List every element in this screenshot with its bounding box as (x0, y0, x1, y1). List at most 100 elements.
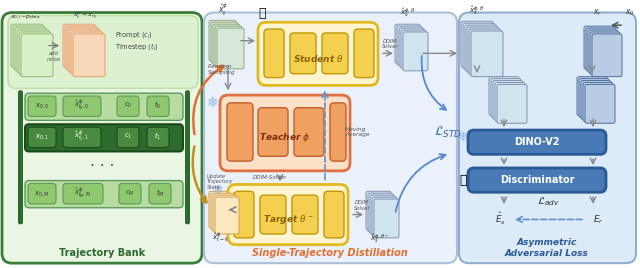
FancyBboxPatch shape (294, 108, 324, 156)
FancyBboxPatch shape (67, 28, 99, 71)
FancyBboxPatch shape (17, 30, 49, 73)
FancyBboxPatch shape (577, 77, 607, 116)
FancyBboxPatch shape (471, 31, 503, 77)
FancyBboxPatch shape (25, 181, 183, 208)
FancyBboxPatch shape (209, 20, 236, 61)
FancyBboxPatch shape (217, 28, 244, 69)
Text: $t_0$: $t_0$ (154, 100, 161, 111)
FancyBboxPatch shape (497, 84, 527, 123)
FancyBboxPatch shape (11, 24, 43, 67)
FancyBboxPatch shape (468, 168, 606, 192)
Text: Random
Sampling: Random Sampling (208, 64, 236, 75)
FancyBboxPatch shape (461, 21, 493, 67)
Text: $\hat{x}_s^{\phi,\theta}$: $\hat{x}_s^{\phi,\theta}$ (469, 5, 484, 18)
FancyBboxPatch shape (117, 127, 139, 148)
FancyBboxPatch shape (290, 33, 316, 74)
FancyBboxPatch shape (13, 26, 45, 69)
FancyBboxPatch shape (372, 197, 397, 236)
FancyBboxPatch shape (63, 96, 101, 117)
Text: $\hat{x}_{t_0,0}^\phi$: $\hat{x}_{t_0,0}^\phi$ (74, 98, 90, 113)
Text: $x_r$: $x_r$ (593, 8, 603, 18)
FancyBboxPatch shape (469, 29, 501, 75)
Text: $\hat{x}_s^{\phi,\theta^-}$: $\hat{x}_s^{\phi,\theta^-}$ (370, 233, 388, 246)
FancyBboxPatch shape (322, 33, 348, 74)
Text: DDIM
Solver: DDIM Solver (354, 200, 371, 211)
FancyBboxPatch shape (581, 81, 611, 119)
Text: ❄: ❄ (212, 184, 223, 197)
FancyBboxPatch shape (395, 24, 420, 63)
FancyBboxPatch shape (368, 193, 393, 232)
Text: $\mathcal{L}_{adv}$: $\mathcal{L}_{adv}$ (536, 196, 559, 208)
FancyBboxPatch shape (592, 34, 622, 77)
FancyBboxPatch shape (15, 28, 47, 71)
Text: DDIM
Solver: DDIM Solver (381, 39, 398, 50)
FancyBboxPatch shape (588, 30, 618, 73)
Text: $\hat{x}_{t_M,M}^\phi$: $\hat{x}_{t_M,M}^\phi$ (74, 186, 92, 201)
FancyBboxPatch shape (8, 16, 198, 88)
FancyBboxPatch shape (330, 103, 346, 161)
Text: $c_1$: $c_1$ (124, 132, 132, 142)
FancyBboxPatch shape (65, 26, 97, 69)
FancyBboxPatch shape (366, 191, 391, 230)
Text: $x_{0,M}$: $x_{0,M}$ (35, 189, 50, 198)
Text: 🔥: 🔥 (259, 7, 266, 20)
FancyBboxPatch shape (69, 30, 101, 73)
FancyBboxPatch shape (21, 34, 53, 77)
FancyBboxPatch shape (185, 90, 190, 224)
FancyBboxPatch shape (586, 28, 616, 71)
FancyBboxPatch shape (292, 195, 318, 234)
FancyBboxPatch shape (234, 191, 254, 238)
FancyBboxPatch shape (324, 191, 344, 238)
Text: Discriminator: Discriminator (500, 175, 574, 185)
FancyBboxPatch shape (403, 32, 428, 71)
FancyBboxPatch shape (493, 81, 523, 119)
Text: Asymmetric
Adversarial Loss: Asymmetric Adversarial Loss (505, 238, 589, 258)
FancyBboxPatch shape (228, 184, 348, 245)
FancyBboxPatch shape (71, 32, 103, 75)
FancyBboxPatch shape (397, 26, 422, 65)
Text: DINO-V2: DINO-V2 (515, 137, 560, 147)
Text: Timestep ($t_i$): Timestep ($t_i$) (115, 41, 159, 52)
FancyBboxPatch shape (147, 96, 169, 117)
Text: $\mathcal{L}_{STD}$: $\mathcal{L}_{STD}$ (434, 124, 462, 140)
Text: $x_{0,i}$~$p_{\rm data}$: $x_{0,i}$~$p_{\rm data}$ (10, 14, 40, 21)
FancyBboxPatch shape (63, 127, 101, 148)
FancyBboxPatch shape (465, 25, 497, 71)
FancyBboxPatch shape (213, 24, 240, 65)
FancyBboxPatch shape (25, 124, 183, 151)
Text: add
noise: add noise (47, 51, 61, 62)
FancyBboxPatch shape (63, 24, 95, 67)
FancyBboxPatch shape (215, 26, 242, 67)
Text: DDIM-Solver: DDIM-Solver (253, 175, 287, 180)
FancyBboxPatch shape (227, 103, 253, 161)
FancyBboxPatch shape (583, 83, 613, 121)
FancyBboxPatch shape (19, 32, 51, 75)
Text: $c_0$: $c_0$ (124, 101, 132, 110)
FancyBboxPatch shape (463, 23, 495, 69)
FancyBboxPatch shape (211, 22, 238, 63)
Text: Single-Trajectory Distillation: Single-Trajectory Distillation (252, 248, 408, 258)
FancyBboxPatch shape (2, 13, 202, 263)
Text: $\hat{x}_{t_1,1}^\phi$: $\hat{x}_{t_1,1}^\phi$ (74, 129, 90, 144)
FancyBboxPatch shape (63, 184, 103, 204)
FancyBboxPatch shape (73, 34, 105, 77)
Text: $x_{0,1}$: $x_{0,1}$ (35, 132, 49, 141)
Text: $\hat{x}_t^\phi=x_{t_0}$: $\hat{x}_t^\phi=x_{t_0}$ (73, 10, 97, 21)
FancyBboxPatch shape (209, 191, 233, 228)
Text: Target $\theta^-$: Target $\theta^-$ (262, 213, 314, 226)
Text: Prompt ($c_i$): Prompt ($c_i$) (115, 30, 153, 40)
FancyBboxPatch shape (260, 195, 286, 234)
FancyBboxPatch shape (117, 96, 139, 117)
Text: 🔥: 🔥 (460, 174, 467, 187)
FancyBboxPatch shape (459, 13, 636, 263)
Text: $E_r$: $E_r$ (593, 213, 604, 226)
Text: $x_{0,0}$: $x_{0,0}$ (35, 101, 49, 110)
Text: Trajectory Bank: Trajectory Bank (59, 248, 145, 258)
FancyBboxPatch shape (220, 95, 350, 171)
FancyBboxPatch shape (264, 29, 284, 78)
FancyBboxPatch shape (258, 22, 378, 85)
Text: $\hat{x}_t^\phi$: $\hat{x}_t^\phi$ (218, 2, 228, 18)
Text: · · ·: · · · (90, 158, 114, 173)
Text: $t_1$: $t_1$ (154, 131, 161, 143)
Text: $\hat{x}_{t-k}^\phi$: $\hat{x}_{t-k}^\phi$ (212, 231, 230, 245)
